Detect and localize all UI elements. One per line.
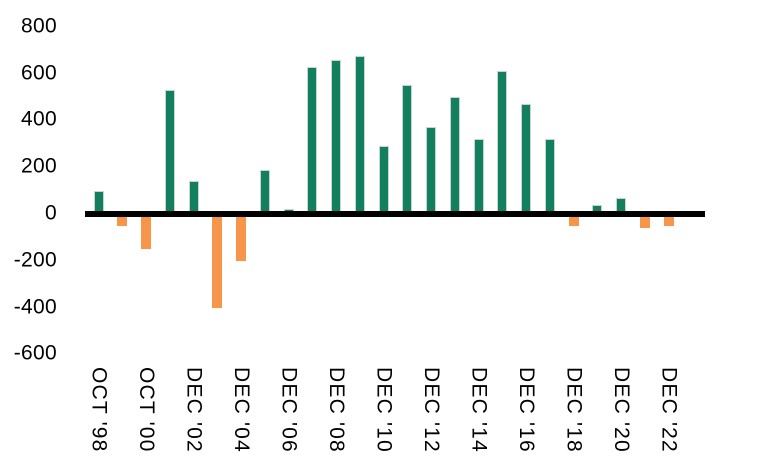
x-tick-label: DEC '22 bbox=[657, 367, 681, 453]
bar-positive bbox=[497, 71, 508, 214]
bar-positive bbox=[402, 85, 413, 214]
x-tick-label: DEC '12 bbox=[420, 367, 443, 453]
y-tick-label: 600 bbox=[21, 61, 57, 85]
bar-negative bbox=[236, 214, 246, 261]
zero-axis-line bbox=[85, 211, 705, 217]
y-tick-label: 200 bbox=[21, 154, 57, 178]
x-tick-label: DEC '16 bbox=[515, 367, 538, 453]
y-tick-label: -600 bbox=[13, 341, 57, 365]
y-tick-label: 800 bbox=[21, 14, 57, 38]
x-tick-label: DEC '20 bbox=[610, 367, 633, 453]
bar-positive bbox=[544, 139, 555, 214]
bar-positive bbox=[354, 56, 365, 214]
y-tick-label: 0 bbox=[45, 201, 57, 225]
bar-positive bbox=[259, 169, 270, 214]
y-tick-label: 400 bbox=[21, 107, 57, 131]
bar-negative bbox=[117, 214, 128, 226]
x-tick-label: OCT '00 bbox=[135, 367, 158, 453]
bar-positive bbox=[164, 89, 175, 214]
y-tick-label: -200 bbox=[13, 248, 57, 272]
x-tick-label: DEC '08 bbox=[325, 367, 348, 453]
x-tick-label: DEC '04 bbox=[230, 367, 253, 453]
x-tick-label: DEC '14 bbox=[467, 367, 491, 453]
x-tick-label: OCT '98 bbox=[87, 367, 111, 453]
bar-negative bbox=[568, 214, 579, 226]
bar-positive bbox=[521, 104, 531, 214]
bar-positive bbox=[378, 146, 389, 214]
bar-positive bbox=[592, 204, 603, 214]
x-tick-label: DEC '02 bbox=[182, 367, 206, 453]
bar-positive bbox=[93, 190, 104, 214]
x-tick-label: DEC '10 bbox=[372, 367, 396, 453]
bar-positive bbox=[188, 181, 199, 214]
x-tick-label: DEC '18 bbox=[562, 367, 586, 453]
bar-positive bbox=[331, 59, 341, 214]
x-tick-label: DEC '06 bbox=[277, 367, 301, 453]
bar-positive bbox=[426, 127, 436, 214]
bar-positive bbox=[616, 197, 626, 214]
bar-negative bbox=[212, 214, 223, 308]
bar-positive bbox=[307, 66, 318, 214]
bar-positive bbox=[449, 97, 460, 214]
bar-positive bbox=[473, 139, 484, 214]
bar-negative bbox=[639, 214, 650, 229]
bar-negative bbox=[663, 214, 674, 226]
bar-negative bbox=[141, 214, 151, 250]
y-tick-label: -400 bbox=[13, 295, 57, 319]
